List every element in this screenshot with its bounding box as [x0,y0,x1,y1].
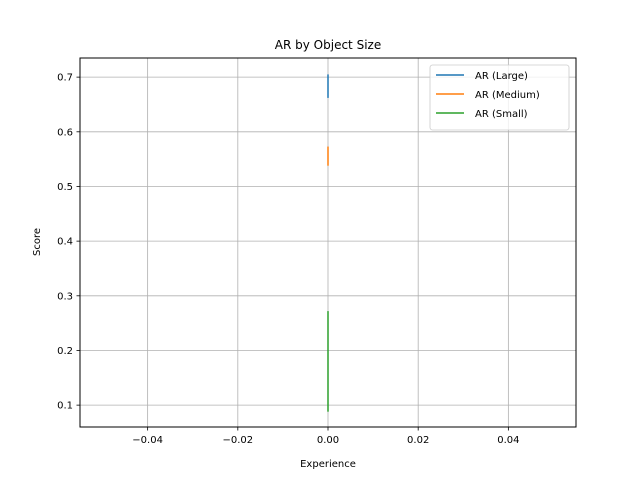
x-tick-label: −0.04 [132,435,163,446]
x-tick-label: 0.00 [317,435,339,446]
x-tick-label: 0.02 [407,435,429,446]
chart-title: AR by Object Size [275,38,381,52]
y-tick-label: 0.2 [57,346,73,357]
legend: AR (Large) AR (Medium) AR (Small) [429,64,570,131]
legend-box [429,64,570,131]
x-tick-label: −0.02 [222,435,253,446]
y-tick-label: 0.3 [57,291,73,302]
y-axis-label: Score [32,228,43,256]
grid [80,58,576,427]
y-tick-label: 0.1 [57,401,73,412]
legend-entry: AR (Large) [475,71,528,82]
x-tick-label: 0.04 [497,435,519,446]
y-axis: 0.1 0.2 0.3 0.4 0.5 0.6 0.7 [57,73,80,412]
x-axis-label: Experience [300,459,356,470]
x-axis: −0.04 −0.02 0.00 0.02 0.04 [132,427,519,446]
y-tick-label: 0.6 [57,127,73,138]
legend-entry: AR (Medium) [475,90,540,101]
y-tick-label: 0.7 [57,73,73,84]
y-tick-label: 0.4 [57,237,73,248]
y-tick-label: 0.5 [57,182,73,193]
legend-entry: AR (Small) [475,109,528,120]
